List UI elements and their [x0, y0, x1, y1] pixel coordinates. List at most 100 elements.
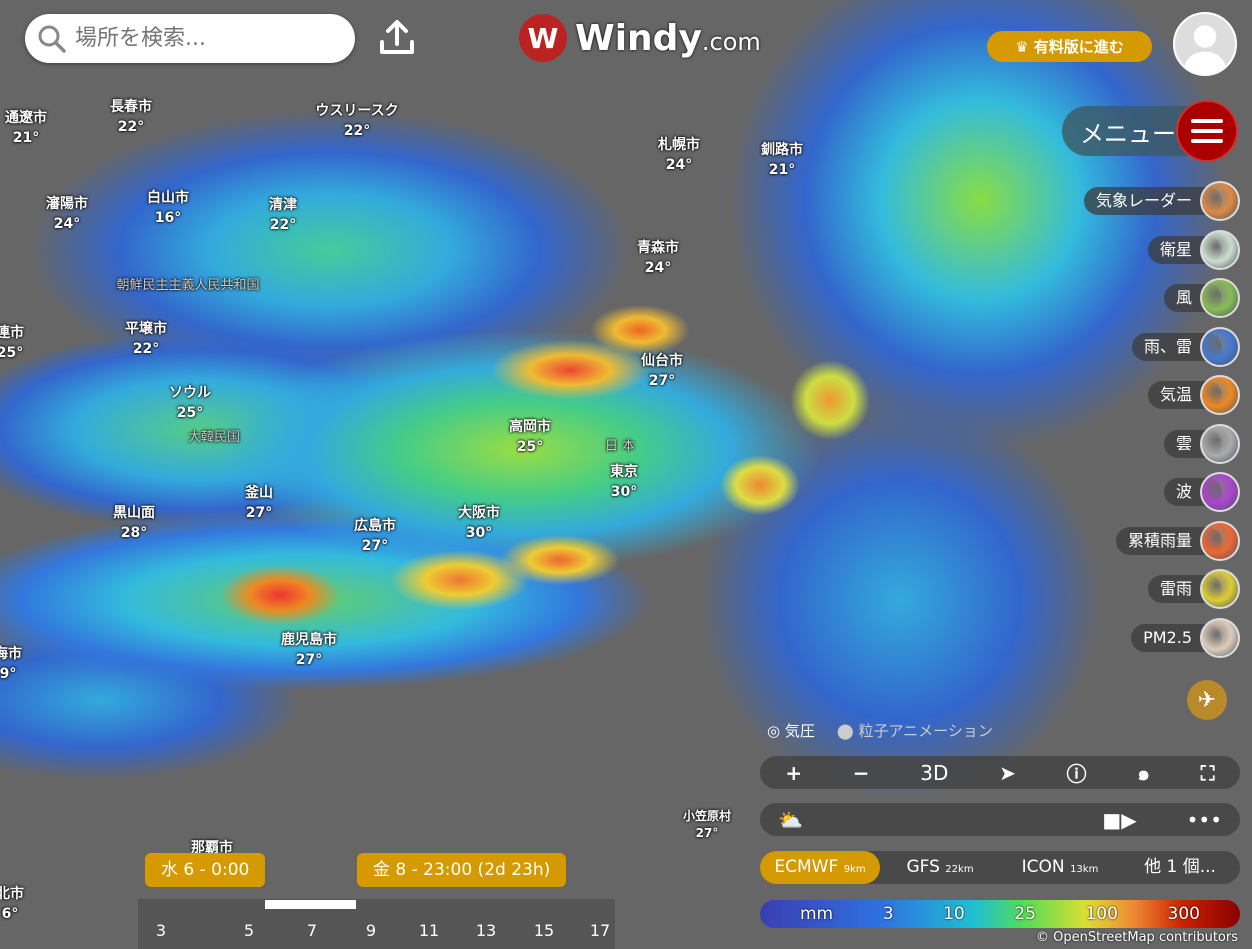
zoom-out-button[interactable]: −	[852, 760, 870, 785]
city-name: 広島市	[354, 518, 396, 534]
menu-button[interactable]: メニュー	[1062, 100, 1238, 162]
airplane-icon[interactable]: ✈	[1187, 680, 1227, 720]
city-label[interactable]: 鹿児島市 27°	[281, 630, 337, 670]
city-label[interactable]: 広島市 27°	[354, 516, 396, 556]
city-label[interactable]: ソウル 25°	[169, 383, 211, 423]
layer-item[interactable]: PM2.5	[1131, 617, 1240, 658]
location-arrow-icon[interactable]: ➤	[999, 760, 1016, 785]
city-name: 釜山	[245, 485, 273, 501]
city-label[interactable]: 那覇市	[191, 838, 233, 858]
city-label[interactable]: 平壌市 22°	[125, 319, 167, 359]
layer-thumbnail-icon	[1200, 617, 1240, 658]
timeline-day[interactable]: 7	[306, 921, 318, 940]
city-label[interactable]: 連市 25°	[0, 323, 24, 363]
layer-item[interactable]: 累積雨量	[1115, 520, 1240, 561]
timeline[interactable]: 3 5 7 9 11 13 15 17	[138, 899, 615, 949]
model-name: GFS	[906, 857, 940, 877]
info-icon[interactable]: ⓘ	[1066, 762, 1087, 786]
city-label[interactable]: 黒山面 28°	[113, 503, 155, 543]
layer-item[interactable]: 風	[1163, 278, 1240, 318]
layer-thumbnail-icon	[1200, 472, 1240, 512]
timeline-day[interactable]: 17	[589, 921, 611, 940]
city-name: 平壌市	[125, 321, 167, 337]
layer-item[interactable]: 雨、雷	[1131, 326, 1240, 367]
city-name: 釧路市	[761, 142, 803, 158]
legend-unit: mm	[800, 904, 834, 924]
zoom-in-button[interactable]: +	[785, 760, 803, 785]
city-name: 東京	[610, 464, 638, 480]
timeline-start-label[interactable]: 水 6 - 0:00	[145, 853, 266, 887]
timeline-day[interactable]: 11	[418, 921, 440, 940]
weather-cloud-icon[interactable]: ⛅	[778, 807, 803, 832]
model-name: ECMWF	[774, 857, 839, 877]
city-name: 札幌市	[658, 137, 700, 153]
3d-button[interactable]: 3D	[920, 760, 949, 785]
layer-item[interactable]: 雷雨	[1147, 569, 1240, 609]
city-label[interactable]: 青森市 24°	[637, 238, 679, 278]
premium-button[interactable]: ♛ 有料版に進む	[987, 31, 1152, 62]
layer-item[interactable]: 気温	[1147, 375, 1240, 415]
model-option[interactable]: GFS 22km	[880, 851, 1000, 884]
city-label[interactable]: 白山市 16°	[147, 188, 189, 228]
city-temp: 6°	[1, 906, 19, 922]
city-label[interactable]: 瀋陽市 24°	[46, 194, 88, 234]
timeline-day[interactable]: 9	[365, 921, 377, 940]
city-label[interactable]: 東京 30°	[610, 462, 638, 502]
search-input[interactable]	[75, 26, 335, 51]
timeline-day[interactable]: 3	[155, 921, 167, 940]
layer-item[interactable]: 雲	[1163, 423, 1240, 464]
crown-icon: ♛	[1015, 37, 1029, 56]
pressure-toggle[interactable]: ◎ 気圧	[767, 722, 815, 740]
menu-label: メニュー	[1080, 119, 1176, 148]
layer-thumbnail-icon	[1200, 375, 1240, 415]
timeline-day[interactable]: 13	[475, 921, 497, 940]
city-label[interactable]: 小笠原村 27°	[683, 808, 731, 842]
model-option[interactable]: ICON 13km	[1000, 851, 1120, 884]
hamburger-icon	[1176, 100, 1238, 162]
city-label[interactable]: 釧路市 21°	[761, 140, 803, 180]
city-name: 那覇市	[191, 840, 233, 856]
layer-item[interactable]: 波	[1163, 472, 1240, 512]
city-temp: 22°	[269, 217, 297, 233]
city-label[interactable]: 長春市 22°	[110, 97, 152, 137]
city-label[interactable]: 仙台市 27°	[641, 351, 683, 391]
layer-item[interactable]: 気象レーダー	[1083, 181, 1240, 221]
timeline-day[interactable]: 15	[533, 921, 555, 940]
model-name: ICON	[1021, 857, 1065, 877]
attribution[interactable]: © OpenStreetMap contributors	[1036, 930, 1238, 945]
particles-toggle[interactable]: ⬤ 粒子アニメーション	[836, 722, 993, 740]
layer-thumbnail-icon	[1200, 326, 1240, 367]
timeline-range[interactable]	[265, 900, 356, 909]
more-icon[interactable]: •••	[1186, 807, 1222, 832]
model-option[interactable]: ECMWF 9km	[760, 851, 880, 884]
city-temp: 24°	[644, 260, 672, 276]
city-label[interactable]: 清津 22°	[269, 195, 297, 235]
city-label[interactable]: 釜山 27°	[245, 483, 273, 523]
legend-value: 10	[943, 904, 965, 924]
layer-item[interactable]: 衛星	[1147, 229, 1240, 270]
legend-value: 100	[1085, 904, 1118, 924]
windy-logo[interactable]: W Windy.com	[519, 14, 761, 62]
upload-icon[interactable]	[377, 18, 417, 58]
search-icon	[38, 25, 66, 53]
city-label[interactable]: 札幌市 24°	[658, 135, 700, 175]
timeline-day[interactable]: 5	[243, 921, 255, 940]
city-label[interactable]: 海市 9°	[0, 644, 22, 684]
video-camera-icon[interactable]: ■▶	[1102, 807, 1137, 832]
country-label: 日 本	[604, 439, 636, 454]
avatar[interactable]	[1173, 12, 1237, 76]
city-label[interactable]: 通遼市 21°	[5, 108, 47, 148]
city-temp: 16°	[154, 210, 182, 226]
city-label[interactable]: 北市 6°	[0, 884, 24, 924]
city-temp: 21°	[12, 130, 40, 146]
city-label[interactable]: ウスリースク 22°	[315, 101, 398, 141]
hurricane-icon[interactable]: ๑	[1137, 760, 1150, 785]
search-box[interactable]	[25, 14, 355, 63]
model-option[interactable]: 他 1 個...	[1120, 851, 1240, 884]
city-label[interactable]: 大阪市 30°	[458, 503, 500, 543]
timeline-end-label[interactable]: 金 8 - 23:00 (2d 23h)	[357, 853, 567, 887]
fullscreen-icon[interactable]: ⛶	[1200, 760, 1215, 785]
city-label[interactable]: 高岡市 25°	[509, 417, 551, 457]
city-temp: 30°	[465, 525, 493, 541]
